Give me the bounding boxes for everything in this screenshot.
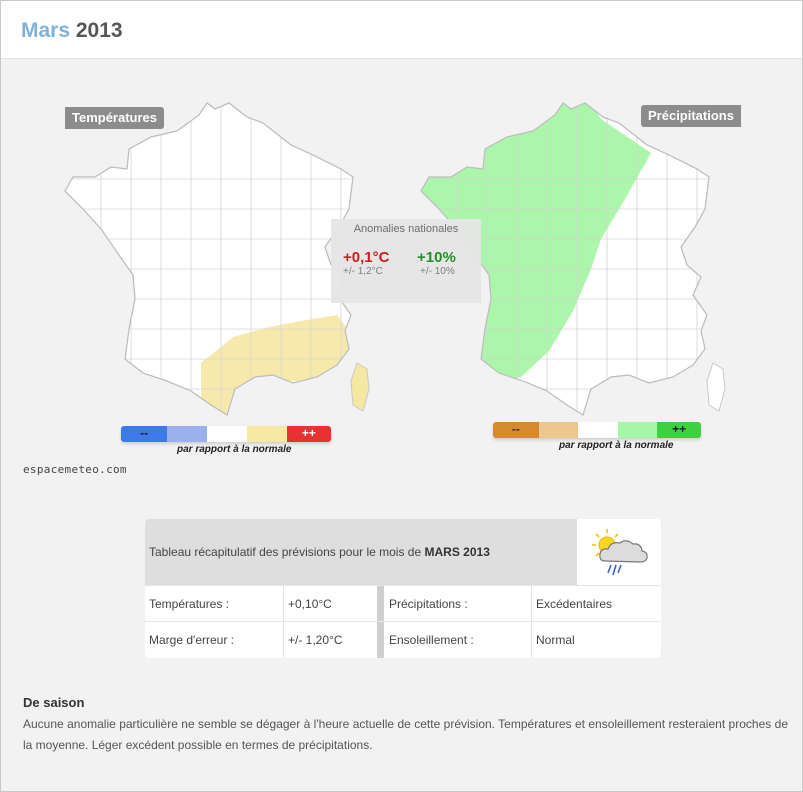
temp-legend-normal [207,426,247,442]
temp-legend-cold [167,426,208,442]
sun-cloud-rain-icon [581,519,661,585]
temperature-map-label: Températures [65,107,165,129]
prec-legend-normal [578,422,618,438]
page-header: Mars 2013 [1,1,802,59]
prec-legend-very-wet: ++ [657,422,701,438]
forecast-title: De saison [23,695,85,710]
summary-header-text: Tableau récapitulatif des prévisions pou… [149,545,422,559]
national-anomalies-box: Anomalies nationales +0,1°C +/- 1,2°C +1… [331,219,481,303]
col-separator [283,622,284,658]
prec-legend-dry [538,422,579,438]
col-separator [283,586,284,622]
precipitation-value: Excédentaires [536,597,613,611]
prec-legend-very-dry: -- [493,422,539,438]
summary-header-month: MARS 2013 [424,545,490,559]
temperature-label: Températures : [149,597,230,611]
maps-graphic [64,102,726,416]
page-title: Mars 2013 [21,19,123,43]
error-margin-label: Marge d'erreur : [149,633,234,647]
temperature-map [64,102,370,416]
precipitation-anomaly-error: +/- 10% [420,266,455,277]
summary-table-header: Tableau récapitulatif des prévisions pou… [145,519,577,585]
table-row: Températures : +0,10°C Précipitations : … [145,585,661,622]
corsica-prec [706,362,726,412]
precipitation-legend-caption: par rapport à la normale [559,440,674,451]
summary-table: Tableau récapitulatif des prévisions pou… [145,519,661,658]
sunshine-label: Ensoleillement : [389,633,474,647]
temp-legend-warm [246,426,287,442]
source-credit: espacemeteo.com [23,463,127,476]
national-anomalies-title: Anomalies nationales [353,223,459,235]
temperature-legend-caption: par rapport à la normale [177,444,292,455]
col-separator [531,622,532,658]
error-margin-value: +/- 1,20°C [288,633,343,647]
temperature-legend: -- ++ [121,426,331,442]
precipitation-legend: -- ++ [493,422,701,438]
corsica-temp [350,362,370,412]
temperature-anomaly-value: +0,1°C [343,249,390,266]
title-month: Mars [21,19,71,42]
title-year: 2013 [75,19,123,42]
temperature-anomaly-error: +/- 1,2°C [343,266,383,277]
temp-legend-very-cold: -- [121,426,168,442]
precipitation-anomaly-value: +10% [417,249,456,266]
table-row: Marge d'erreur : +/- 1,20°C Ensoleilleme… [145,621,661,658]
prec-legend-wet [617,422,658,438]
temp-legend-very-warm: ++ [286,426,331,442]
precipitation-map-label: Précipitations [641,105,741,127]
col-separator [531,586,532,622]
forecast-text: Aucune anomalie particulière ne semble s… [23,717,788,752]
temperature-value: +0,10°C [288,597,332,611]
precipitation-label: Précipitations : [389,597,468,611]
sunshine-value: Normal [536,633,575,647]
